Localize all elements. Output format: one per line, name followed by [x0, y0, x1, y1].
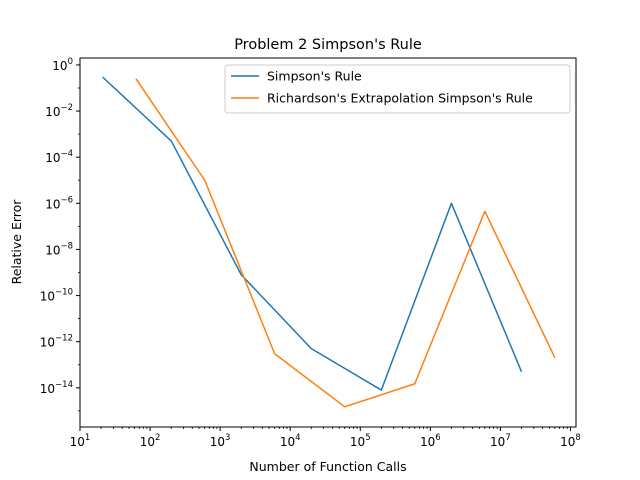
y-tick-label: 10−4 — [45, 149, 73, 165]
y-tick-label: 10−14 — [40, 380, 73, 396]
x-axis-label: Number of Function Calls — [249, 459, 406, 474]
y-tick-label: 10−8 — [45, 241, 73, 257]
x-tick-label: 101 — [70, 433, 91, 449]
axes-frame — [79, 57, 577, 428]
plot-area — [79, 57, 577, 428]
y-tick-label: 10−12 — [40, 334, 73, 350]
y-axis-label: Relative Error — [9, 199, 24, 285]
legend-box — [224, 64, 571, 114]
y-tick-label: 10−10 — [40, 288, 73, 304]
x-axis: 101 102 103 104 105 106 107 108 — [70, 427, 581, 449]
y-tick-label: 10−2 — [45, 103, 73, 119]
x-tick-label: 107 — [490, 433, 511, 449]
x-tick-label: 106 — [420, 433, 441, 449]
y-tick-label: 100 — [52, 57, 73, 73]
series-line-2 — [135, 78, 556, 408]
legend-label-1: Simpson's Rule — [267, 69, 362, 84]
y-axis: 100 10−2 10−4 10−6 10−8 10−10 10−12 10−14 — [40, 57, 80, 412]
legend: Simpson's Rule Richardson's Extrapolation… — [224, 64, 571, 114]
series-line-1 — [102, 76, 523, 391]
chart-title: Problem 2 Simpson's Rule — [234, 37, 422, 53]
x-tick-label: 104 — [280, 433, 301, 449]
x-tick-label: 108 — [560, 433, 581, 449]
x-tick-label: 105 — [350, 433, 371, 449]
y-tick-label: 10−6 — [45, 195, 73, 211]
series-layer — [102, 76, 556, 408]
x-tick-label: 102 — [140, 433, 161, 449]
legend-label-2: Richardson's Extrapolation Simpson's Rul… — [267, 91, 533, 106]
x-tick-label: 103 — [210, 433, 231, 449]
